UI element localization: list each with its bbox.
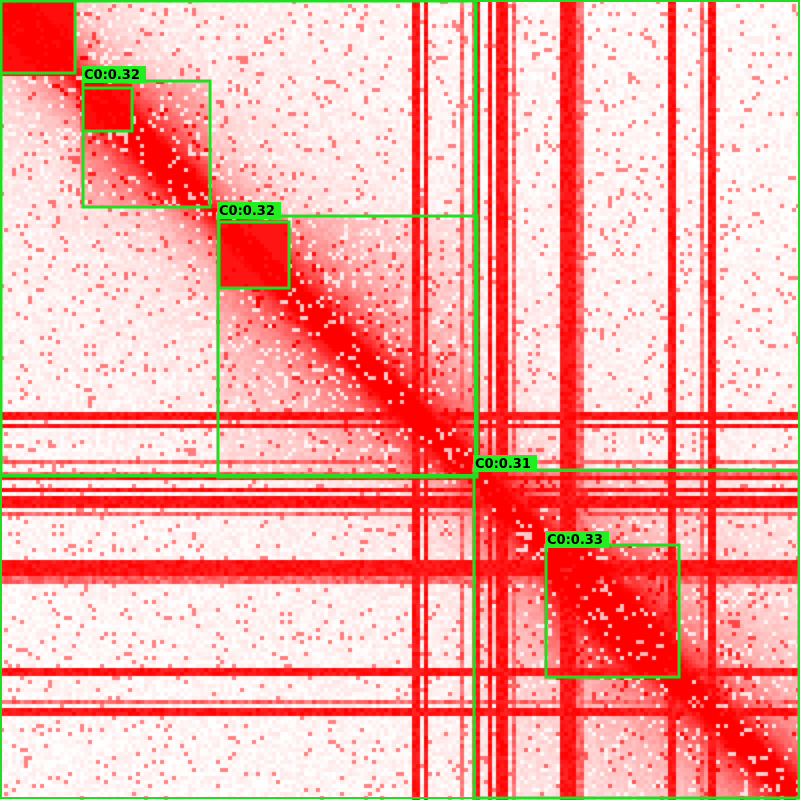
domain-box-2-inner: [219, 222, 289, 288]
domain-label-2-text: C0:0.32: [219, 204, 275, 219]
domain-label-3: C0:0.31: [473, 455, 537, 472]
domain-box-large-bottom-right: [474, 470, 799, 798]
domain-label-3-text: C0:0.31: [475, 457, 531, 472]
domain-box-1-inner: [83, 88, 132, 131]
domain-label-1-text: C0:0.32: [84, 68, 140, 83]
domain-label-4: C0:0.33: [545, 531, 609, 548]
domain-label-1: C0:0.32: [82, 66, 146, 83]
domain-box-frame-right: [475, 1, 799, 471]
domain-label-2: C0:0.32: [217, 202, 281, 219]
domain-box-1: [83, 81, 210, 207]
domain-box-corner: [1, 1, 75, 73]
domain-box-2: [218, 216, 477, 477]
domain-box-frame-bottom-left: [1, 475, 474, 798]
domain-box-4: [546, 545, 679, 677]
domain-label-4-text: C0:0.33: [547, 533, 603, 548]
